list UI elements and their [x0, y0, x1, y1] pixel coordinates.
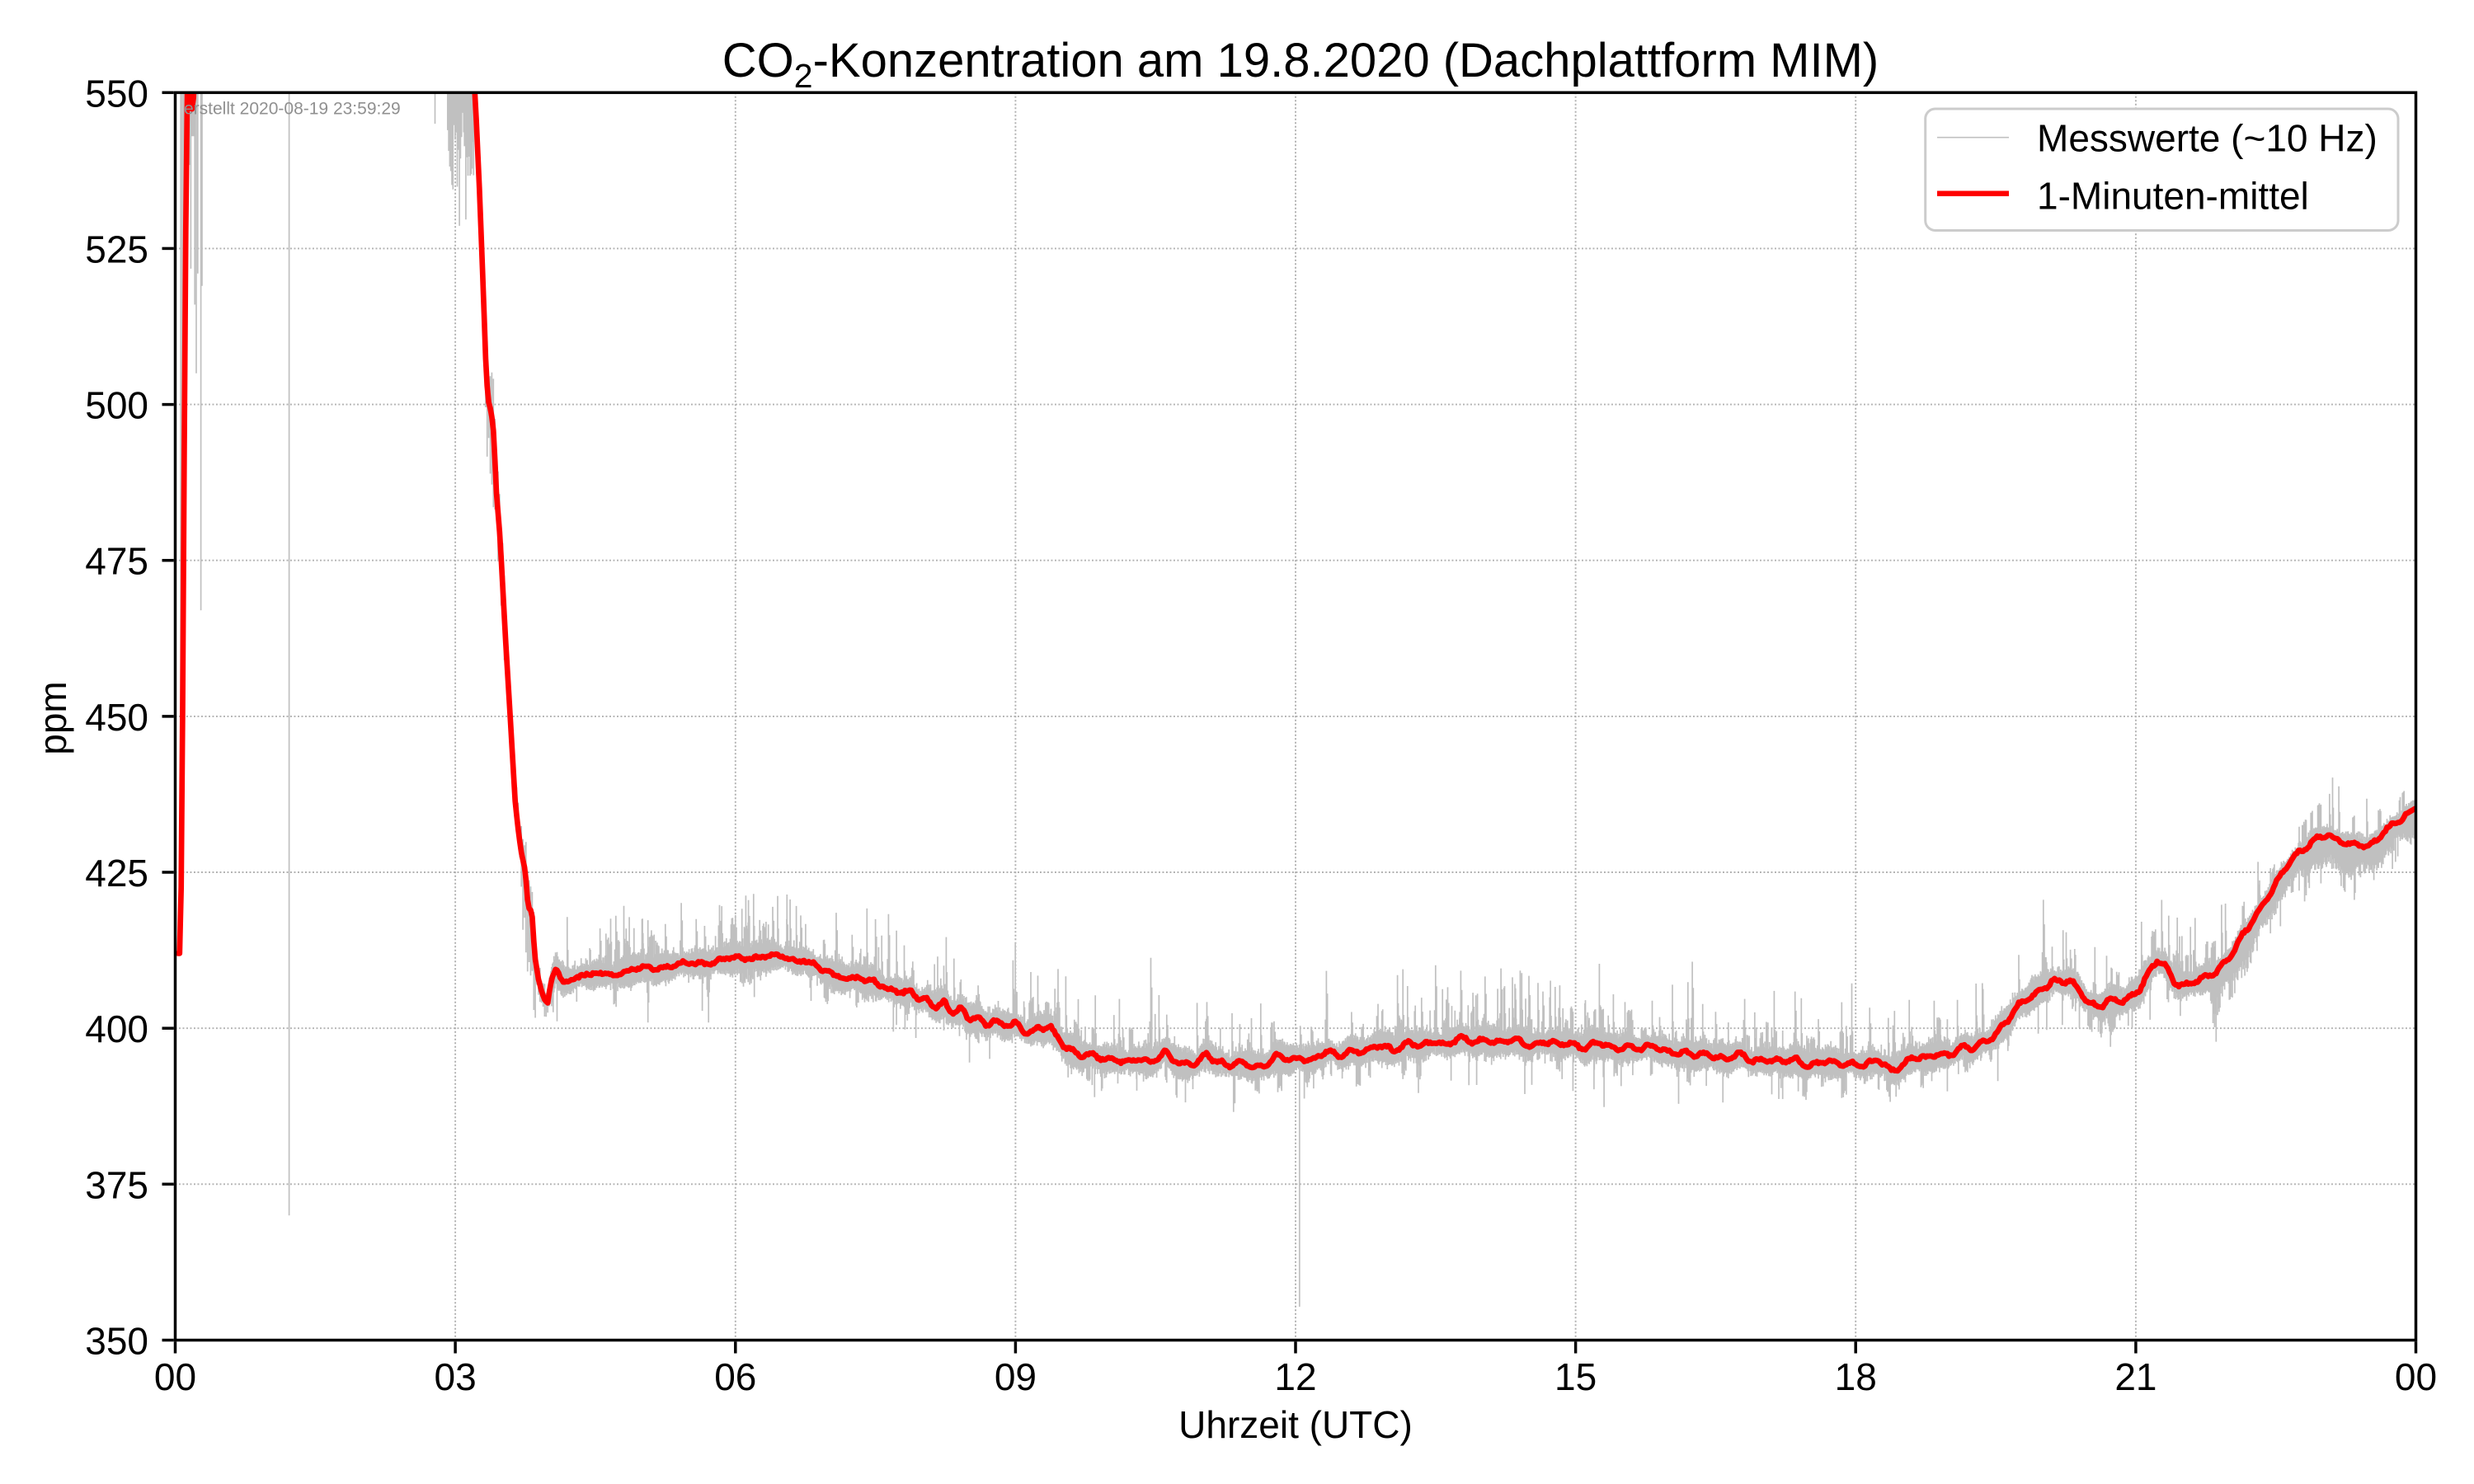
svg-text:350: 350 — [85, 1320, 148, 1363]
svg-text:Uhrzeit (UTC): Uhrzeit (UTC) — [1178, 1403, 1413, 1446]
svg-text:475: 475 — [85, 540, 148, 583]
svg-text:06: 06 — [714, 1355, 756, 1398]
svg-text:500: 500 — [85, 384, 148, 427]
svg-text:03: 03 — [435, 1355, 477, 1398]
svg-text:1-Minuten-mittel: 1-Minuten-mittel — [2037, 174, 2309, 217]
svg-text:CO2-Konzentration am 19.8.2020: CO2-Konzentration am 19.8.2020 (Dachplat… — [722, 34, 1879, 95]
svg-text:ppm: ppm — [31, 681, 74, 754]
svg-text:erstellt 2020-08-19 23:59:29: erstellt 2020-08-19 23:59:29 — [184, 100, 401, 119]
svg-text:525: 525 — [85, 228, 148, 270]
svg-text:400: 400 — [85, 1007, 148, 1050]
svg-text:00: 00 — [154, 1355, 196, 1398]
svg-text:12: 12 — [1274, 1355, 1316, 1398]
svg-text:15: 15 — [1554, 1355, 1597, 1398]
svg-text:375: 375 — [85, 1163, 148, 1206]
svg-text:550: 550 — [85, 72, 148, 115]
svg-text:Messwerte (~10 Hz): Messwerte (~10 Hz) — [2037, 117, 2378, 160]
svg-text:450: 450 — [85, 696, 148, 739]
svg-text:425: 425 — [85, 852, 148, 895]
svg-text:09: 09 — [995, 1355, 1037, 1398]
svg-text:00: 00 — [2395, 1355, 2437, 1398]
svg-text:18: 18 — [1835, 1355, 1877, 1398]
svg-text:21: 21 — [2114, 1355, 2157, 1398]
